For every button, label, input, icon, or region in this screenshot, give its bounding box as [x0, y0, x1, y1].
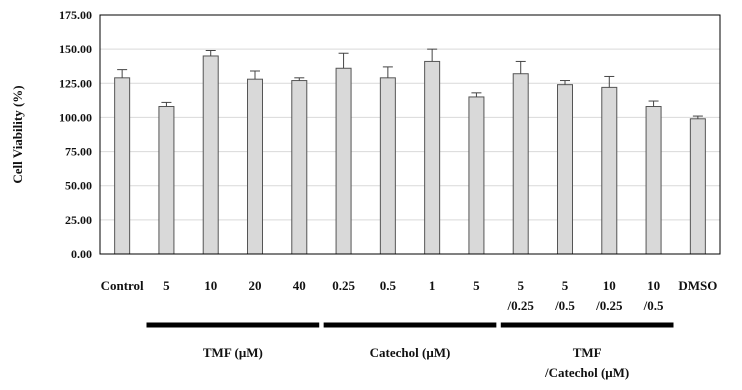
y-tick-label: 25.00 [65, 213, 92, 227]
x-category-label: /0.5 [554, 298, 575, 313]
y-tick-label: 150.00 [59, 42, 92, 56]
y-tick-label: 175.00 [59, 8, 92, 22]
bar [645, 106, 662, 255]
gridlines [100, 48, 720, 221]
bar [689, 118, 706, 255]
group-label: Catechol (μM) [370, 345, 451, 360]
bar [202, 55, 219, 255]
bar [512, 73, 529, 255]
x-category-label: /0.25 [595, 298, 623, 313]
y-tick-labels: 0.00 25.00 50.00 75.00 100.00 125.00 150.00 175… [59, 8, 92, 261]
x-category-label: /0.25 [507, 298, 535, 313]
x-category-label: 5 [473, 278, 480, 293]
group-label: TMF (μM) [203, 345, 263, 360]
group-label: /Catechol (μM) [544, 365, 629, 380]
bar [379, 77, 396, 255]
y-tick-label: 50.00 [65, 179, 92, 193]
bar [601, 86, 618, 255]
x-category-label: 40 [293, 278, 306, 293]
y-tick-label: 0.00 [71, 247, 92, 261]
y-tick-label: 75.00 [65, 145, 92, 159]
bar [557, 84, 573, 255]
group-label: TMF [573, 345, 602, 360]
x-category-label: 10 [204, 278, 217, 293]
x-category-label: 5 [163, 278, 170, 293]
x-category-label: DMSO [678, 278, 717, 293]
x-category-label: 5 [517, 278, 524, 293]
y-axis-title: Cell Viability (%) [10, 85, 25, 183]
y-tick-label: 100.00 [59, 110, 92, 124]
x-category-labels: Control 5 10 20 40 0.25 0.5 1 5 5/0.25 5/0.5 10/0.2… [101, 278, 718, 313]
x-category-label: Control [101, 278, 144, 293]
x-category-label: 1 [429, 278, 436, 293]
x-category-label: 20 [249, 278, 262, 293]
bar [424, 60, 441, 255]
bar [335, 67, 352, 255]
x-category-label: 10 [603, 278, 616, 293]
y-tick-label: 125.00 [59, 76, 92, 90]
bar [291, 80, 308, 255]
x-category-label: /0.5 [643, 298, 664, 313]
bar [114, 77, 131, 255]
error-bars [117, 48, 703, 119]
x-category-label: 0.25 [332, 278, 355, 293]
bars [114, 55, 706, 255]
bar [158, 106, 175, 255]
x-category-label: 0.5 [380, 278, 397, 293]
bar [247, 78, 263, 255]
plot-frame [99, 14, 721, 255]
x-category-label: 5 [562, 278, 569, 293]
group-labels: TMF (μM) Catechol (μM) TMF/Catechol (μM) [146, 322, 674, 380]
bar [468, 96, 485, 255]
x-category-label: 10 [647, 278, 660, 293]
